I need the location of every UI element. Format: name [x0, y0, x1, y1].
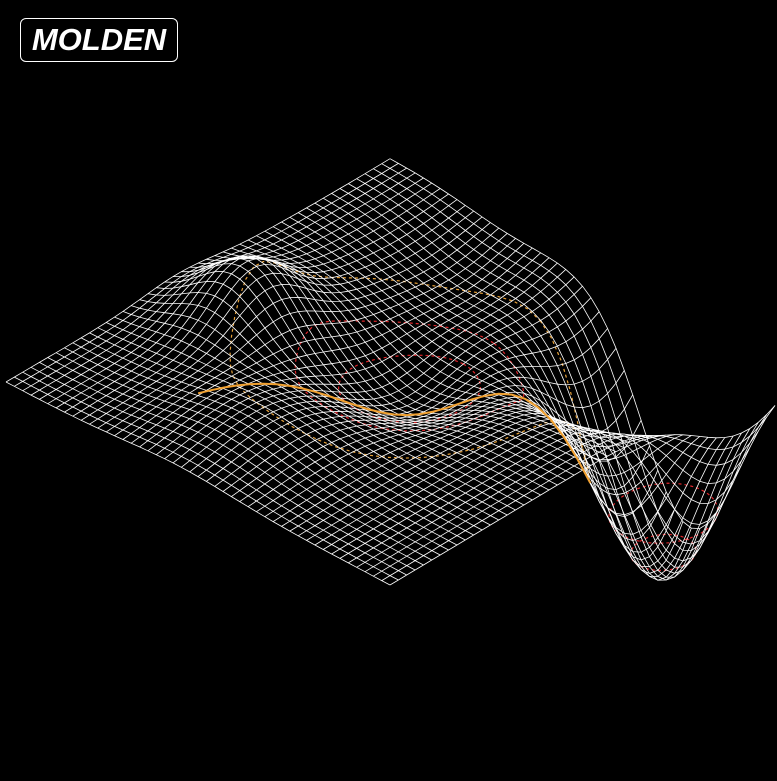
- mesh-line-u: [373, 168, 759, 568]
- mesh-line-v: [364, 433, 751, 573]
- mesh-line-u: [231, 247, 617, 453]
- mesh-line-v: [239, 370, 625, 502]
- mesh-line-u: [64, 347, 449, 551]
- mesh-line-v: [22, 167, 407, 392]
- mesh-line-u: [297, 212, 684, 477]
- contour-lines: [229, 260, 719, 572]
- mesh-line-v: [322, 422, 709, 574]
- mesh-line-u: [39, 362, 424, 566]
- contour-ring: [608, 482, 719, 544]
- mesh-line-v: [373, 430, 759, 577]
- mesh-line-u: [281, 221, 667, 448]
- mesh-line-v: [339, 427, 726, 559]
- mesh-line-u: [222, 251, 608, 457]
- mesh-line-v: [64, 193, 449, 413]
- mesh-line-u: [247, 239, 633, 445]
- mesh-line-v: [222, 328, 608, 492]
- mesh-line-v: [348, 429, 734, 564]
- mesh-line-u: [97, 327, 483, 531]
- mesh-line-u: [306, 207, 692, 496]
- surface-mesh: [5, 158, 776, 586]
- mesh-line-u: [289, 216, 675, 461]
- mesh-line-u: [272, 226, 658, 438]
- mesh-line-u: [89, 332, 474, 536]
- mesh-line-u: [364, 173, 751, 578]
- mesh-line-v: [306, 415, 692, 581]
- mesh-line-u: [389, 158, 776, 530]
- mesh-line-u: [264, 230, 650, 439]
- mesh-line-u: [322, 197, 709, 535]
- reaction-path-line: [197, 382, 592, 484]
- mesh-line-v: [256, 396, 642, 513]
- mesh-line-v: [197, 285, 583, 477]
- mesh-line-v: [55, 188, 441, 409]
- mesh-line-v: [231, 347, 617, 497]
- mesh-line-u: [214, 255, 600, 462]
- mesh-line-u: [189, 255, 575, 476]
- mesh-line-u: [47, 357, 432, 561]
- mesh-line-u: [356, 178, 742, 581]
- mesh-line-v: [314, 418, 701, 581]
- mesh-line-u: [72, 342, 458, 546]
- mesh-line-u: [55, 352, 441, 556]
- contour-ring: [337, 354, 482, 424]
- mesh-line-v: [331, 424, 717, 562]
- mesh-line-v: [356, 431, 742, 568]
- mesh-line-v: [381, 416, 767, 581]
- mesh-line-v: [297, 413, 684, 574]
- molden-logo: MOLDEN: [20, 18, 178, 62]
- mesh-line-u: [348, 183, 734, 577]
- mesh-line-u: [314, 202, 700, 516]
- mesh-line-u: [331, 193, 717, 553]
- mesh-line-u: [206, 256, 592, 466]
- mesh-line-v: [122, 233, 508, 440]
- reaction-path: [197, 382, 592, 484]
- mesh-line-u: [339, 188, 726, 568]
- mesh-line-v: [14, 163, 399, 387]
- mesh-line-v: [272, 404, 659, 522]
- mesh-line-v: [80, 205, 466, 421]
- mesh-line-v: [214, 311, 600, 487]
- mesh-line-u: [381, 163, 767, 552]
